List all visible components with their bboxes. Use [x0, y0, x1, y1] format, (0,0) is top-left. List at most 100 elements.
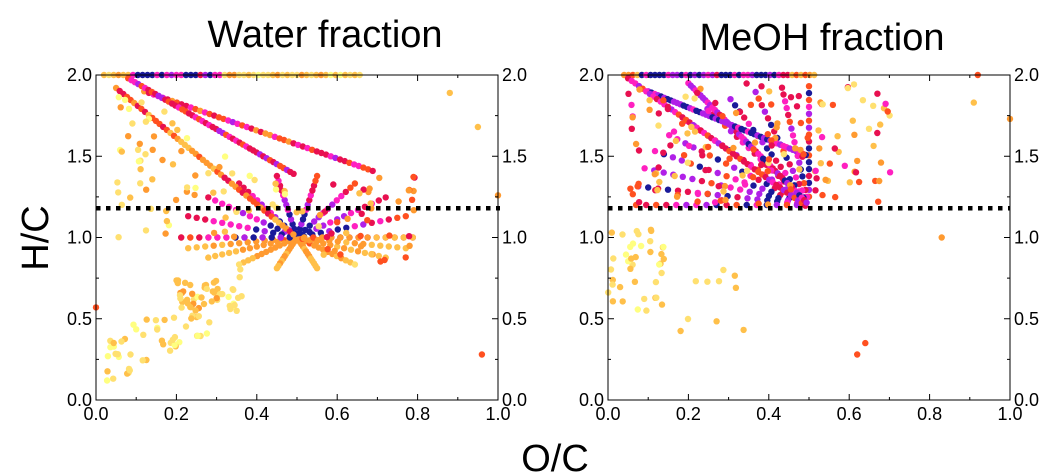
x-tick-label: 0.0: [83, 404, 108, 424]
data-point: [653, 201, 660, 209]
data-point: [324, 245, 331, 253]
data-point: [222, 214, 229, 221]
data-point: [337, 251, 344, 258]
data-point: [740, 326, 747, 334]
data-point: [746, 188, 753, 195]
data-point: [273, 265, 281, 272]
data-point: [763, 145, 771, 152]
data-point: [221, 153, 229, 160]
data-point: [202, 216, 209, 223]
right-panel-title: MeOH fraction: [700, 17, 945, 59]
data-point: [351, 223, 358, 230]
data-point: [328, 230, 335, 237]
data-point: [655, 122, 662, 129]
data-point: [244, 239, 251, 246]
y-tick-label: 1.0: [579, 228, 604, 248]
data-point: [203, 285, 210, 293]
data-point: [818, 133, 826, 141]
data-point: [714, 156, 722, 163]
data-point: [669, 154, 677, 161]
data-point: [737, 186, 744, 193]
data-point: [731, 164, 738, 171]
data-point: [313, 172, 321, 180]
data-point: [221, 228, 229, 235]
data-point: [260, 219, 267, 226]
data-point: [306, 222, 313, 229]
data-point: [115, 189, 122, 196]
data-point: [761, 108, 769, 115]
data-point: [743, 167, 751, 174]
data-point: [368, 250, 375, 258]
data-point: [632, 140, 640, 148]
data-point: [627, 265, 634, 272]
data-point: [723, 173, 730, 180]
data-point: [780, 91, 787, 98]
data-point: [194, 332, 201, 339]
data-point: [178, 304, 185, 311]
data-point: [862, 339, 869, 347]
data-point: [406, 242, 413, 249]
data-point: [323, 233, 331, 241]
data-point: [664, 105, 672, 113]
data-point: [208, 298, 215, 305]
data-point: [805, 165, 813, 173]
data-point: [854, 157, 861, 165]
data-point: [805, 172, 813, 180]
data-point: [817, 160, 824, 167]
data-point: [154, 326, 161, 333]
data-point: [805, 124, 813, 131]
data-point: [731, 272, 738, 279]
data-point: [654, 186, 661, 194]
data-point: [225, 293, 232, 301]
data-point: [169, 120, 176, 127]
data-point: [127, 351, 134, 358]
data-point: [150, 133, 158, 140]
data-point: [741, 181, 749, 188]
data-point: [169, 336, 176, 343]
data-point: [796, 166, 803, 173]
data-point: [851, 131, 858, 138]
data-point: [744, 195, 751, 202]
data-point: [174, 277, 182, 284]
data-point: [832, 193, 839, 201]
data-point: [181, 279, 189, 286]
data-point: [699, 152, 706, 159]
data-point: [178, 147, 185, 155]
data-point: [645, 184, 652, 191]
data-point: [143, 316, 150, 323]
data-point: [852, 169, 860, 176]
data-point: [759, 185, 766, 192]
data-point: [351, 180, 359, 187]
data-point: [206, 319, 213, 326]
data-point: [364, 217, 371, 224]
data-point: [714, 169, 721, 177]
data-point: [198, 294, 205, 301]
data-point: [874, 90, 881, 97]
data-point: [745, 120, 752, 128]
data-point: [253, 243, 260, 250]
data-point: [815, 127, 822, 134]
data-point: [635, 199, 643, 206]
data-point: [633, 227, 640, 235]
data-point: [166, 347, 174, 354]
data-point: [268, 234, 275, 241]
data-point: [366, 185, 373, 192]
data-point: [819, 191, 826, 199]
data-point: [782, 169, 789, 177]
data-point: [178, 234, 185, 241]
data-point: [331, 247, 338, 255]
data-point: [831, 145, 838, 152]
data-point: [719, 112, 726, 120]
data-point: [786, 118, 793, 126]
x-tick-label: 1.0: [485, 404, 510, 424]
data-point: [394, 244, 401, 251]
x-tick-label: 0.8: [917, 404, 942, 424]
data-point: [210, 189, 217, 196]
data-point: [660, 149, 667, 156]
y-tick-label: 1.5: [67, 146, 92, 166]
data-point: [104, 368, 111, 375]
data-point: [127, 194, 134, 201]
data-point: [682, 93, 689, 100]
data-point: [627, 243, 634, 251]
data-point: [159, 156, 166, 164]
